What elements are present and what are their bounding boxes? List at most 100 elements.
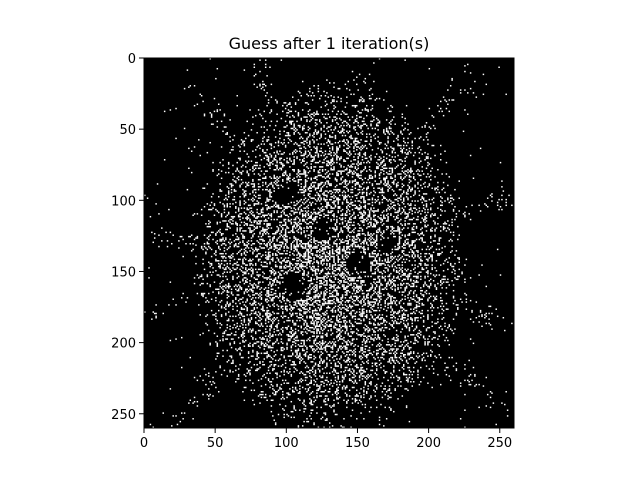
image-pixel [358, 174, 361, 177]
image-pixel [331, 110, 334, 113]
image-pixel [264, 170, 267, 172]
image-pixel [313, 267, 315, 269]
image-pixel [277, 277, 280, 279]
image-pixel [329, 289, 331, 292]
image-pixel [336, 238, 338, 241]
image-pixel [230, 254, 233, 256]
image-pixel [364, 237, 367, 239]
image-pixel [425, 248, 428, 251]
image-pixel [190, 150, 193, 152]
image-pixel [448, 228, 451, 231]
image-pixel [334, 243, 337, 245]
image-pixel [270, 120, 273, 123]
image-pixel [377, 124, 379, 127]
image-pixel [353, 126, 355, 128]
image-pixel [290, 248, 293, 251]
image-pixel [237, 210, 240, 212]
image-pixel [317, 87, 320, 90]
image-pixel [331, 265, 334, 268]
image-pixel [289, 268, 291, 271]
image-pixel [246, 171, 248, 174]
image-pixel [370, 123, 372, 125]
image-pixel [334, 250, 337, 252]
image-pixel [284, 271, 287, 273]
image-pixel [260, 220, 263, 222]
image-pixel [361, 241, 364, 244]
image-pixel [425, 176, 428, 178]
image-pixel [326, 122, 328, 124]
image-pixel [354, 106, 357, 108]
image-pixel [424, 211, 426, 214]
image-pixel [294, 103, 297, 106]
image-pixel [404, 206, 406, 208]
image-pixel [421, 170, 423, 172]
image-pixel [445, 258, 448, 261]
image-pixel [329, 153, 331, 155]
image-pixel [343, 272, 345, 275]
image-pixel [311, 99, 314, 101]
image-pixel [317, 277, 320, 279]
image-pixel [341, 238, 344, 241]
image-pixel [393, 270, 395, 272]
image-pixel [437, 223, 439, 225]
image-pixel [424, 281, 426, 283]
image-pixel [262, 233, 264, 235]
image-pixel [385, 144, 388, 147]
image-pixel [269, 164, 271, 167]
image-pixel [276, 281, 278, 283]
image-pixel [385, 214, 388, 217]
image-pixel [272, 184, 274, 187]
image-pixel [393, 230, 395, 232]
image-pixel [301, 126, 304, 128]
image-pixel [273, 248, 275, 251]
image-pixel [307, 272, 310, 275]
image-pixel [391, 227, 394, 229]
image-pixel [263, 157, 266, 160]
image-pixel [253, 233, 256, 235]
image-pixel [337, 285, 340, 288]
image-pixel [232, 252, 234, 255]
image-pixel [220, 281, 223, 283]
image-pixel [196, 235, 199, 238]
image-pixel [304, 153, 307, 155]
image-pixel [253, 66, 256, 69]
image-pixel [307, 207, 310, 209]
image-pixel [321, 161, 324, 164]
image-pixel [422, 220, 425, 222]
image-pixel [249, 169, 251, 171]
image-pixel [407, 223, 409, 225]
image-pixel [442, 270, 445, 272]
image-pixel [320, 255, 322, 258]
image-pixel [257, 235, 260, 238]
image-pixel [326, 207, 328, 209]
image-pixel [361, 124, 364, 127]
image-pixel [321, 210, 324, 212]
image-pixel [438, 110, 441, 113]
image-pixel [356, 207, 358, 209]
image-pixel [449, 251, 452, 254]
image-pixel [313, 184, 315, 187]
image-pixel [313, 166, 315, 168]
image-pixel [432, 274, 435, 276]
image-pixel [338, 206, 341, 208]
image-pixel [274, 261, 277, 263]
image-pixel [311, 156, 314, 158]
image-pixel [252, 170, 254, 172]
image-pixel [263, 223, 266, 225]
image-pixel [266, 159, 268, 161]
image-pixel [430, 247, 432, 249]
image-pixel [296, 203, 298, 205]
image-pixel [324, 104, 327, 107]
image-pixel [299, 225, 301, 228]
image-pixel [306, 230, 308, 232]
image-pixel [394, 178, 396, 181]
image-pixel [511, 204, 513, 207]
image-pixel [442, 262, 445, 265]
image-pixel [331, 99, 334, 101]
image-pixel [424, 200, 426, 202]
image-pixel [320, 181, 322, 184]
image-pixel [354, 159, 357, 161]
image-pixel [247, 134, 250, 137]
image-pixel [317, 255, 320, 258]
image-pixel [370, 275, 372, 278]
